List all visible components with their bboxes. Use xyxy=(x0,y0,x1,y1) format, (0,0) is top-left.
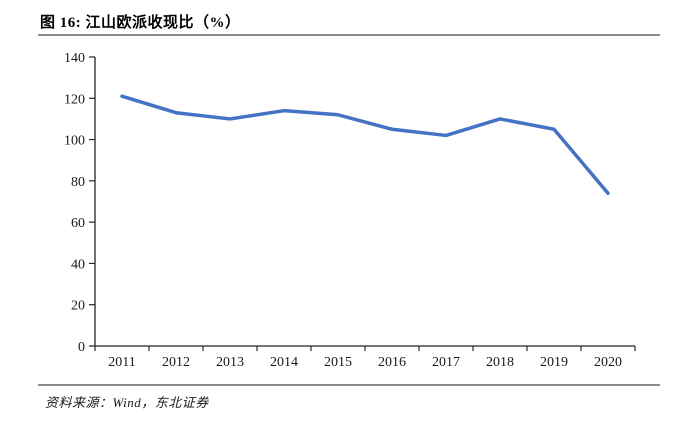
y-tick-label: 60 xyxy=(71,216,85,231)
y-tick-label: 20 xyxy=(71,299,85,314)
x-tick-label: 2014 xyxy=(270,355,298,370)
x-tick-label: 2015 xyxy=(324,355,352,370)
x-tick-label: 2018 xyxy=(486,355,514,370)
x-tick-label: 2016 xyxy=(378,355,406,370)
x-tick-label: 2020 xyxy=(594,355,622,370)
y-tick-label: 80 xyxy=(71,175,85,190)
footer-divider xyxy=(38,384,660,386)
y-tick-label: 140 xyxy=(64,51,85,66)
x-tick-label: 2012 xyxy=(162,355,190,370)
y-tick-label: 0 xyxy=(78,340,85,355)
title-divider xyxy=(38,34,660,36)
y-tick-label: 40 xyxy=(71,257,85,272)
figure-title: 图 16: 江山欧派收现比（%） xyxy=(40,15,241,31)
x-tick-label: 2017 xyxy=(432,355,460,370)
y-tick-label: 120 xyxy=(64,92,85,107)
x-tick-label: 2013 xyxy=(216,355,244,370)
x-tick-label: 2011 xyxy=(108,355,135,370)
data-series-line xyxy=(120,94,610,195)
y-tick-label: 100 xyxy=(64,134,85,149)
x-tick-label: 2019 xyxy=(540,355,568,370)
source-note: 资料来源：Wind，东北证券 xyxy=(45,395,209,410)
axes xyxy=(94,57,635,347)
